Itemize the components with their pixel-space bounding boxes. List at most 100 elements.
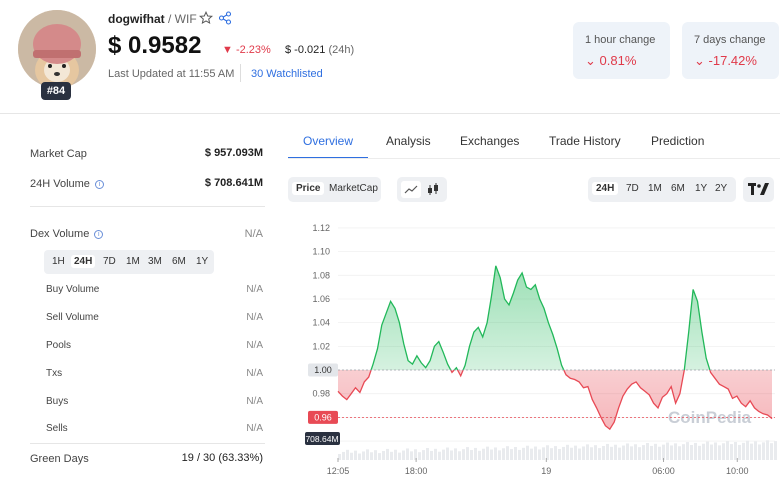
volume-bar — [534, 446, 537, 460]
candlestick-icon[interactable] — [424, 181, 442, 198]
current-price-tag-label: 0.96 — [314, 412, 332, 422]
y-tick-label: 1.08 — [312, 270, 330, 280]
change-abs-value: $ -0.021 — [285, 44, 326, 56]
volume-bar — [566, 444, 569, 460]
volume-bar — [414, 449, 417, 460]
volume-bar — [454, 448, 457, 460]
volume-bar — [642, 445, 645, 460]
volume-bar — [746, 440, 749, 460]
volume-bar — [506, 446, 509, 460]
buys-label: Buys — [46, 396, 69, 407]
volume-tag — [305, 432, 340, 445]
range-1y[interactable]: 1Y — [695, 183, 708, 194]
price-toggle[interactable]: Price — [292, 182, 325, 195]
card-label: 1 hour change — [585, 34, 656, 46]
volume-bar — [638, 447, 641, 460]
volume-bar — [594, 445, 597, 460]
range-1m[interactable]: 1M — [648, 183, 662, 194]
volume-bar — [386, 448, 389, 460]
timeframe-1h[interactable]: 1H — [52, 256, 65, 267]
price-change-absolute: $ -0.021 (24h) — [285, 44, 354, 56]
tradingview-button[interactable] — [743, 177, 774, 202]
volume-bar — [766, 440, 769, 460]
volume-bar — [482, 448, 485, 460]
volume-bar — [478, 450, 481, 460]
timeframe-1y[interactable]: 1Y — [196, 256, 209, 267]
x-tick-label: 12:05 — [327, 466, 350, 476]
timeframe-1m[interactable]: 1M — [126, 256, 140, 267]
volume-bar — [490, 449, 493, 460]
range-24h[interactable]: 24H — [592, 182, 619, 195]
watchlisted-link[interactable]: 30 Watchlisted — [251, 68, 323, 80]
market-cap-value: $ 957.093M — [204, 147, 263, 159]
volume-bar — [578, 448, 581, 460]
card-value-text: 0.81% — [599, 53, 637, 68]
dex-label-text: Dex Volume — [30, 228, 90, 240]
tab-prediction[interactable]: Prediction — [651, 134, 705, 148]
volume-bar — [702, 443, 705, 460]
volume-bar — [558, 449, 561, 460]
volume-bar — [658, 446, 661, 460]
volume-bar — [610, 446, 613, 460]
timeframe-7d[interactable]: 7D — [103, 256, 116, 267]
sell-volume-value: N/A — [246, 312, 263, 323]
volume-bar — [458, 451, 461, 460]
down-caret-icon: ⌄ — [694, 53, 705, 68]
chart-watermark: CoinPedia — [668, 408, 752, 427]
share-icon[interactable] — [218, 11, 232, 25]
info-icon[interactable]: i — [94, 230, 104, 239]
price-chart[interactable]: CoinPedia 1.12 1.10 1.08 1.06 1.04 1.02 0.98 0.… — [300, 210, 780, 479]
x-tick-label: 18:00 — [405, 466, 428, 476]
last-updated: Last Updated at 11:55 AM — [108, 68, 235, 80]
volume-bar — [466, 447, 469, 460]
volume-bar — [714, 442, 717, 460]
price-marketcap-toggle: Price MarketCap — [288, 177, 381, 202]
tab-analysis[interactable]: Analysis — [386, 134, 431, 148]
marketcap-toggle[interactable]: MarketCap — [329, 183, 378, 194]
volume-bar — [546, 445, 549, 460]
sell-volume-label: Sell Volume — [46, 312, 99, 323]
volume-bar — [418, 452, 421, 460]
volume-bar — [550, 448, 553, 460]
timeframe-6m[interactable]: 6M — [172, 256, 186, 267]
rank-badge: #84 — [41, 82, 71, 100]
tab-overview[interactable]: Overview — [303, 134, 354, 148]
tab-exchanges[interactable]: Exchanges — [460, 134, 520, 148]
sells-value: N/A — [246, 423, 263, 434]
volume-tag-label: 708.64M — [305, 434, 338, 444]
volume-bar — [726, 441, 729, 460]
tab-trade-history[interactable]: Trade History — [549, 134, 621, 148]
x-tick-label: 10:00 — [726, 466, 749, 476]
volume-bar — [434, 448, 437, 460]
info-icon[interactable]: i — [94, 180, 104, 189]
dex-volume-value: N/A — [244, 228, 263, 240]
timeframe-3m[interactable]: 3M — [148, 256, 162, 267]
range-6m[interactable]: 6M — [671, 183, 685, 194]
volume-bar — [362, 451, 365, 460]
range-7d[interactable]: 7D — [626, 183, 639, 194]
y-tick-label: 0.98 — [312, 389, 330, 399]
buy-volume-value: N/A — [246, 284, 263, 295]
volume-bar — [390, 451, 393, 460]
volume-bar — [406, 448, 409, 460]
volume-bar — [650, 445, 653, 460]
volume-bar — [626, 443, 629, 460]
volume-bar — [370, 452, 373, 460]
volume-bar — [562, 446, 565, 460]
line-chart-icon[interactable] — [401, 181, 421, 198]
y-tick-label: 1.06 — [312, 294, 330, 304]
price-area-above-baseline — [338, 265, 772, 371]
star-icon[interactable] — [199, 11, 213, 25]
price-line-above-baseline — [370, 265, 711, 371]
range-2y[interactable]: 2Y — [715, 183, 728, 194]
coin-name: dogwifhat — [108, 12, 165, 26]
volume-bar — [734, 442, 737, 460]
timeframe-24h[interactable]: 24H — [71, 255, 96, 268]
volume-bar — [342, 451, 345, 460]
seven-day-change-card: 7 days change ⌄ -17.42% — [682, 22, 779, 79]
txs-label: Txs — [46, 368, 63, 379]
volume-bar — [586, 444, 589, 460]
volume-bar — [538, 449, 541, 460]
chart-style-toggle — [397, 177, 447, 202]
tradingview-logo-icon — [748, 183, 769, 195]
